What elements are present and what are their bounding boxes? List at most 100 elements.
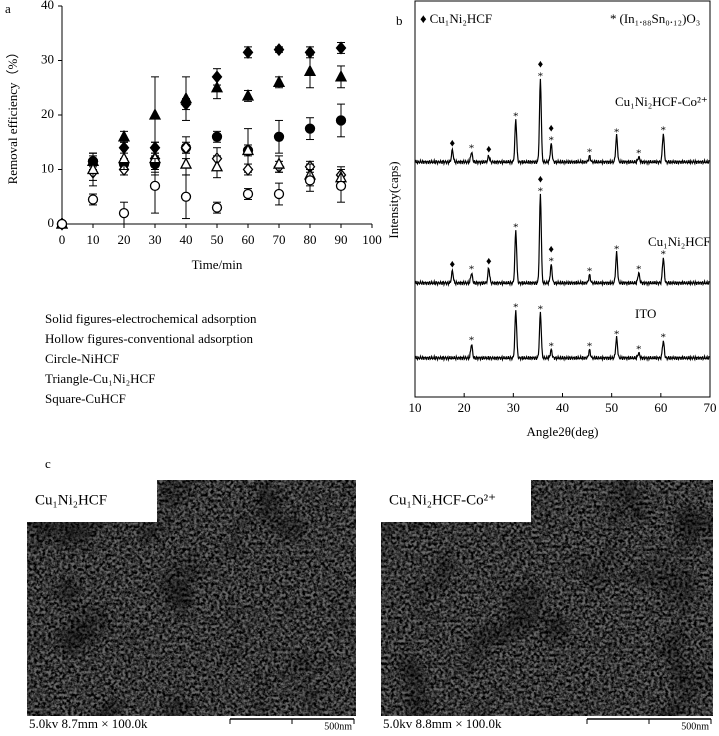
x-tick-label: 30 bbox=[149, 232, 162, 247]
scale-label: 500nm bbox=[681, 721, 709, 732]
peak-marker: * bbox=[587, 147, 593, 159]
marker bbox=[179, 91, 193, 104]
marker bbox=[211, 202, 223, 213]
xrd-trace bbox=[414, 193, 710, 288]
label-box bbox=[27, 480, 157, 522]
peak-marker: * bbox=[469, 335, 475, 347]
peak-marker: * bbox=[513, 302, 519, 314]
scale-label: 500nm bbox=[324, 721, 352, 732]
peak-marker: ♦ bbox=[450, 138, 456, 150]
peak-marker: * bbox=[513, 111, 519, 123]
trace-label: Cu₁Ni₂HCF bbox=[648, 234, 711, 249]
marker bbox=[117, 151, 131, 164]
x-tick-label: 20 bbox=[458, 400, 471, 415]
legend-symbol: * bbox=[610, 11, 617, 26]
legend-symbol: ♦ bbox=[420, 11, 427, 26]
marker bbox=[148, 108, 162, 120]
peak-marker: * bbox=[548, 341, 554, 353]
peak-marker: ♦ bbox=[486, 256, 492, 268]
y-tick-label: 0 bbox=[48, 215, 55, 230]
x-tick-label: 40 bbox=[180, 232, 193, 247]
peak-marker: * bbox=[636, 344, 642, 356]
peak-marker: * bbox=[469, 264, 475, 276]
marker bbox=[241, 89, 255, 101]
legend-name: Cu₁Ni₂HCF bbox=[430, 11, 493, 26]
legend-note: Circle-NiHCF bbox=[45, 351, 119, 366]
marker bbox=[242, 162, 254, 177]
marker bbox=[335, 115, 347, 126]
sem-shadow bbox=[381, 480, 713, 733]
x-tick-label: 100 bbox=[362, 232, 382, 247]
info-strip bbox=[27, 716, 356, 733]
peak-marker: * bbox=[538, 186, 544, 198]
marker bbox=[241, 143, 255, 156]
x-axis-label: Angle2θ(deg) bbox=[527, 424, 599, 439]
peak-marker: * bbox=[661, 125, 667, 137]
sem-shadow bbox=[27, 480, 356, 733]
panel-label: a bbox=[5, 1, 11, 16]
marker bbox=[56, 218, 68, 230]
marker bbox=[334, 69, 348, 82]
marker bbox=[180, 191, 192, 202]
marker bbox=[210, 159, 224, 172]
y-axis-label: Removal efficiency（%） bbox=[5, 46, 20, 185]
x-tick-label: 90 bbox=[335, 232, 348, 247]
image-label: Cu₁Ni₂HCF bbox=[35, 492, 107, 508]
peak-marker: ♦ bbox=[486, 144, 492, 156]
peak-marker: * bbox=[587, 266, 593, 278]
x-tick-label: 80 bbox=[304, 232, 317, 247]
x-tick-label: 70 bbox=[273, 232, 286, 247]
x-tick-label: 50 bbox=[211, 232, 224, 247]
marker bbox=[304, 123, 316, 134]
y-tick-label: 10 bbox=[41, 160, 54, 175]
peak-marker: * bbox=[661, 249, 667, 261]
marker bbox=[87, 194, 99, 205]
image-info: 5.0kv 8.8mm × 100.0k bbox=[383, 716, 502, 731]
x-tick-label: 50 bbox=[605, 400, 618, 415]
legend-name: (In₁.₈₈Sn₀.₁₂)O₃ bbox=[620, 11, 701, 26]
marker bbox=[304, 175, 316, 186]
marker bbox=[149, 180, 161, 192]
marker bbox=[303, 64, 317, 77]
peak-marker: ♦ bbox=[538, 174, 544, 186]
peak-marker: * bbox=[614, 127, 620, 139]
marker bbox=[273, 188, 285, 200]
marker bbox=[272, 75, 286, 87]
marker bbox=[117, 129, 131, 142]
peak-marker: * bbox=[636, 148, 642, 160]
x-tick-label: 40 bbox=[556, 400, 569, 415]
marker bbox=[273, 43, 285, 57]
peak-marker: ♦ bbox=[548, 123, 554, 135]
x-tick-label: 0 bbox=[59, 232, 66, 247]
marker bbox=[273, 131, 285, 142]
y-tick-label: 20 bbox=[41, 106, 54, 121]
marker bbox=[335, 41, 347, 55]
image-info: 5.0kv 8.7mm × 100.0k bbox=[29, 716, 148, 731]
peak-marker: * bbox=[513, 222, 519, 234]
peak-marker: * bbox=[661, 332, 667, 344]
x-axis-label: Time/min bbox=[192, 257, 243, 272]
x-tick-label: 60 bbox=[654, 400, 667, 415]
marker bbox=[179, 157, 193, 169]
legend-note: Square-CuHCF bbox=[45, 391, 126, 406]
legend-entry: * (In₁.₈₈Sn₀.₁₂)O₃ bbox=[610, 11, 700, 26]
xrd-trace bbox=[414, 78, 710, 167]
legend-note: Solid figures-electrochemical adsorption bbox=[45, 311, 257, 326]
trace-label: Cu₁Ni₂HCF-Co²⁺ bbox=[615, 94, 708, 109]
info-strip bbox=[381, 716, 713, 733]
marker bbox=[272, 157, 286, 169]
panel-label: b bbox=[396, 13, 403, 28]
panel-label: c bbox=[45, 456, 51, 471]
peak-marker: * bbox=[614, 329, 620, 341]
label-box bbox=[381, 480, 531, 522]
y-axis-label: Intensity(caps) bbox=[386, 161, 401, 238]
legend-note: Triangle-Cu₁Ni₂HCF bbox=[45, 371, 155, 386]
xrd-trace bbox=[414, 310, 710, 363]
marker bbox=[210, 80, 224, 93]
legend-entry: ♦ Cu₁Ni₂HCF bbox=[420, 11, 492, 26]
x-tick-label: 10 bbox=[87, 232, 100, 247]
peak-marker: * bbox=[469, 143, 475, 155]
marker bbox=[335, 180, 347, 192]
peak-marker: * bbox=[587, 341, 593, 353]
